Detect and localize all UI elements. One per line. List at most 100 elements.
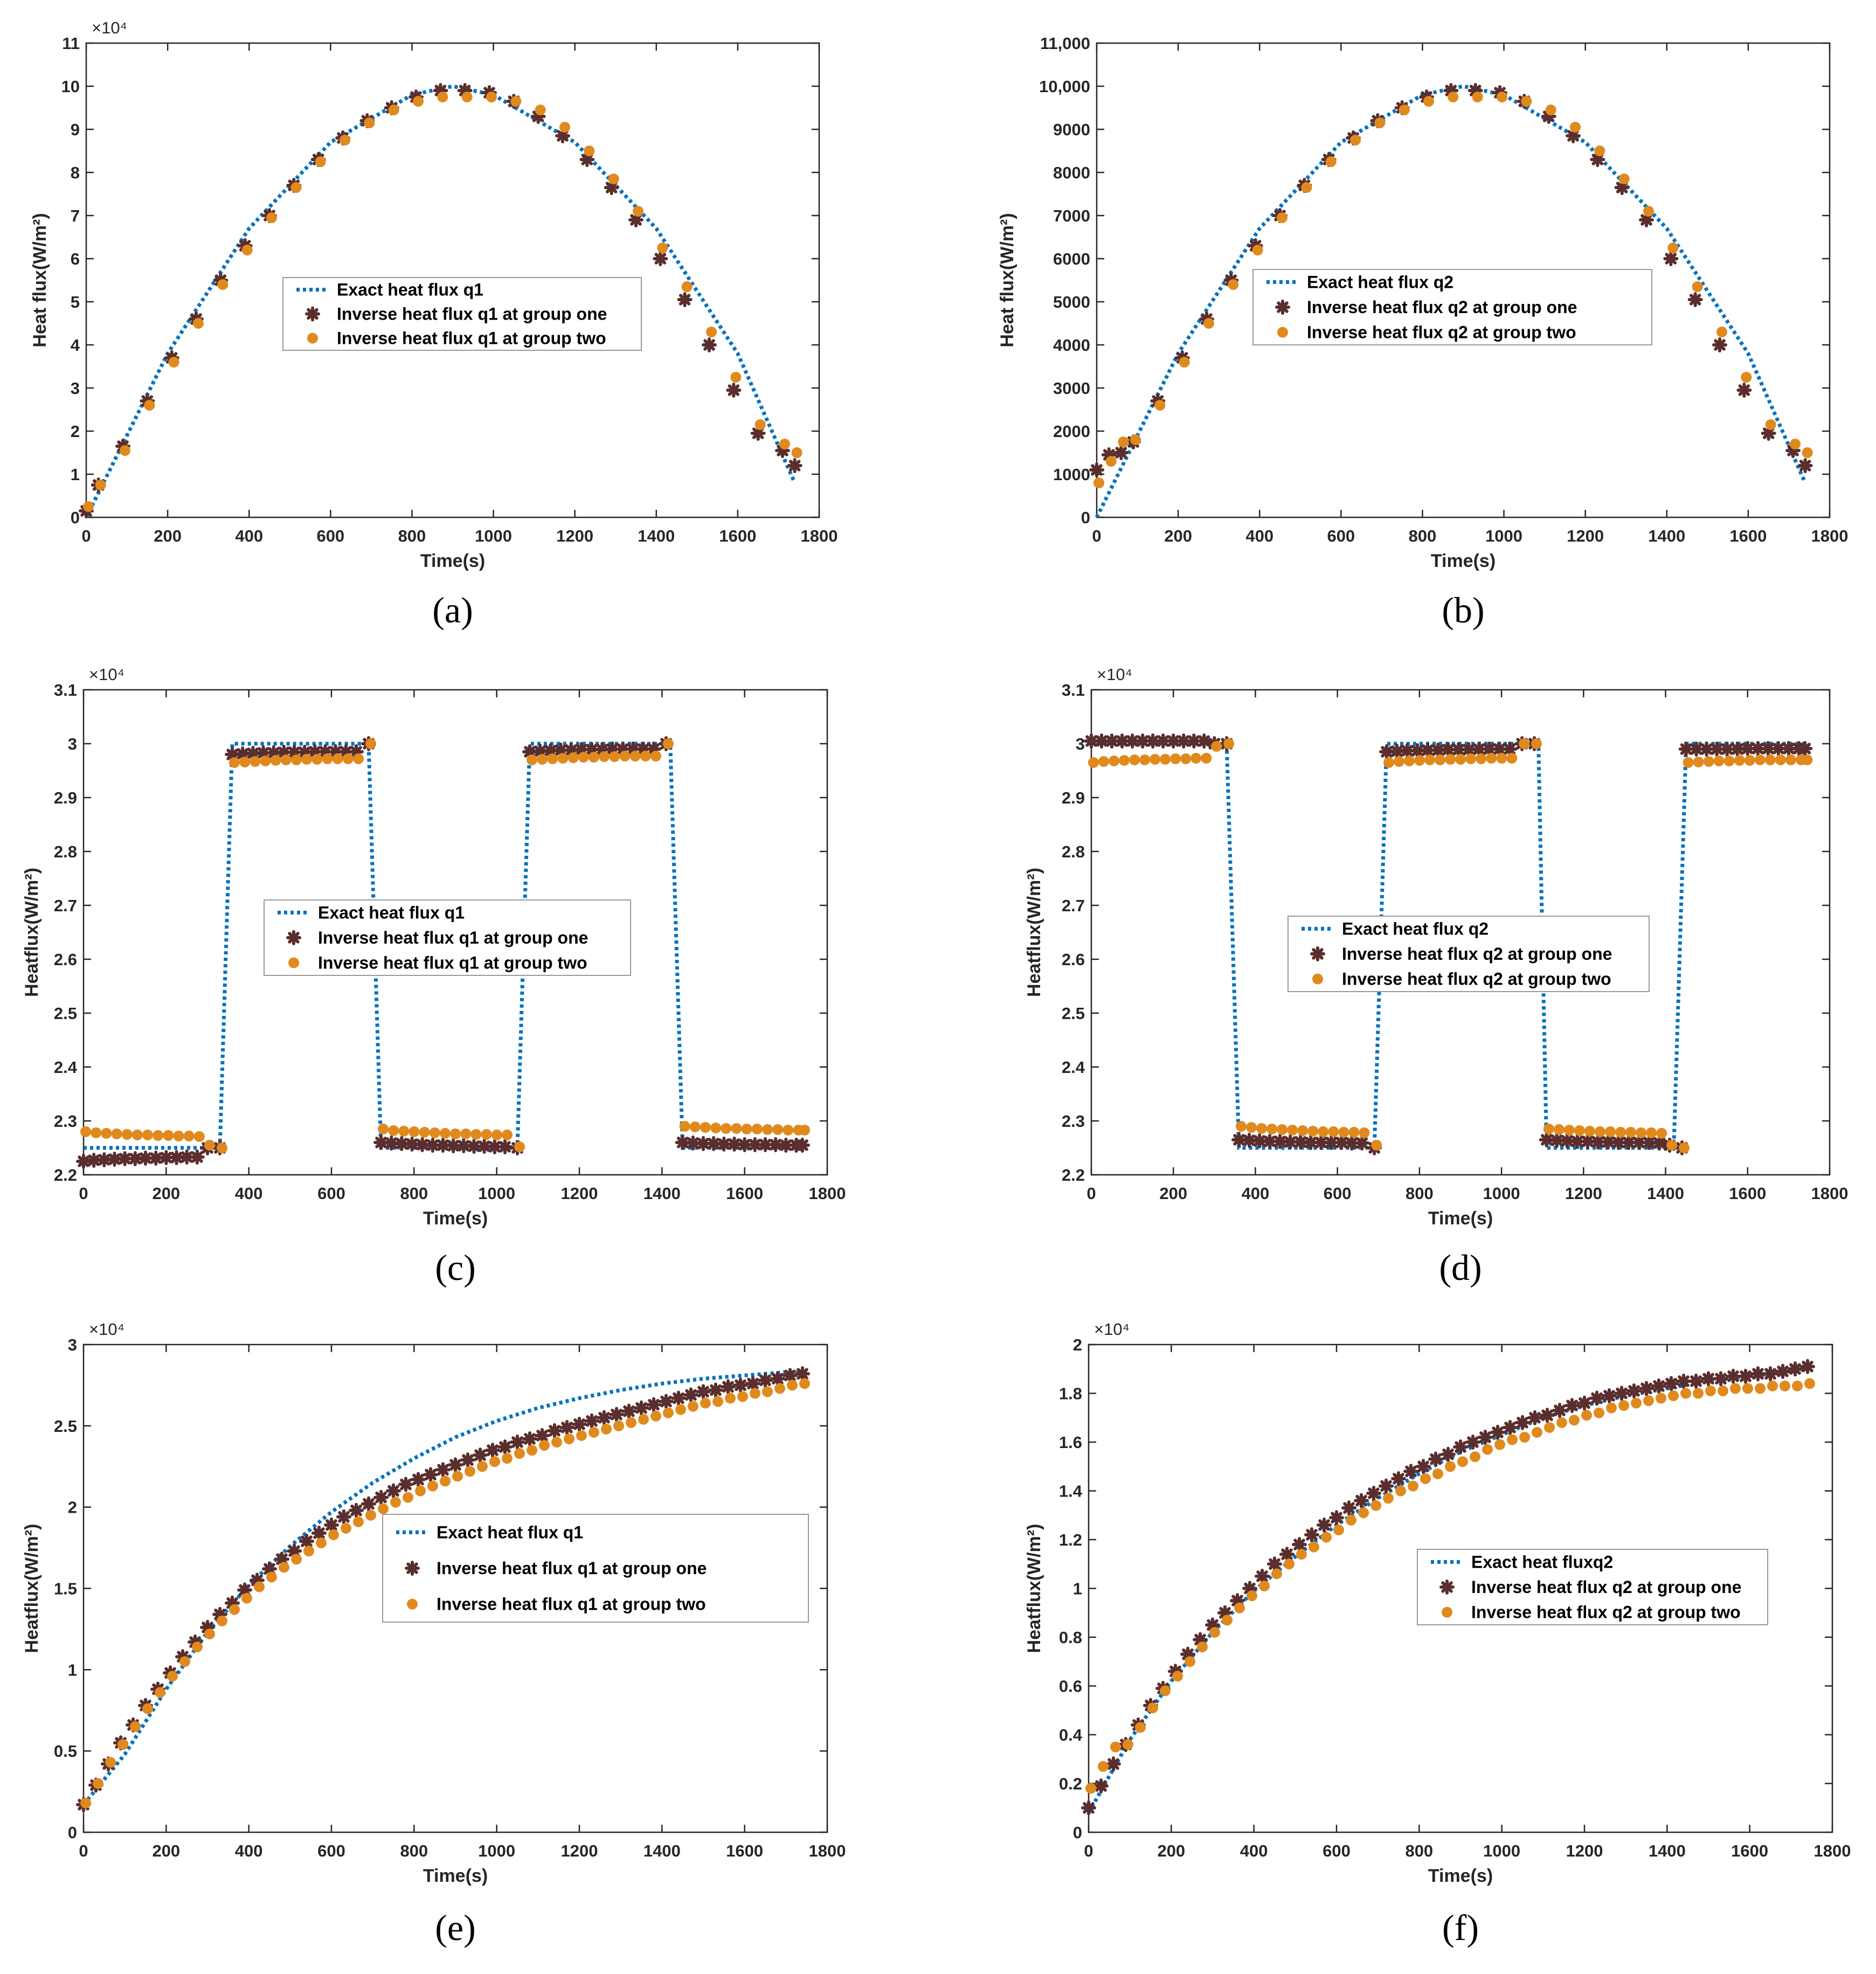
group-one-point: [1093, 1778, 1109, 1794]
group-one-point: [1699, 742, 1714, 757]
group-two-point: [204, 1628, 215, 1639]
group-one-point: [1639, 1381, 1654, 1396]
legend-group-one-swatch: [1310, 946, 1325, 961]
group-two-point: [440, 1476, 451, 1487]
chart-panel-4: 0 200 400 600 800 1000 1200 1400 1600 1800 2.2 2.3 2…: [1024, 665, 1848, 1288]
group-two-point: [1741, 372, 1752, 383]
group-two-point: [1543, 1124, 1554, 1134]
group-two-point: [1716, 327, 1727, 337]
exact-line: [84, 742, 802, 1150]
y-tick-label: 2: [1073, 1335, 1082, 1354]
x-axis-label: Time(s): [423, 1208, 488, 1229]
group-two-point: [1222, 1615, 1233, 1626]
group-two-point: [1119, 755, 1130, 766]
group-one-point: [1231, 1132, 1247, 1147]
legend-entry: Inverse heat flux q1 at group two: [318, 953, 587, 973]
group-two-point: [229, 757, 240, 768]
group-two-point: [290, 182, 302, 193]
legend-entry: Inverse heat flux q2 at group two: [1307, 323, 1576, 342]
group-one-point: [1688, 1373, 1704, 1389]
group-two-point: [1594, 1407, 1604, 1418]
legend-entry: Exact heat flux q1: [318, 903, 465, 922]
group-one-point: [497, 1439, 513, 1455]
x-tick-label: 1800: [1811, 527, 1849, 545]
group-two-point: [105, 1757, 116, 1768]
y-tick-label: 7: [71, 206, 80, 225]
y-exponent-label: ×10⁴: [1094, 1320, 1130, 1339]
group-two-point: [477, 1461, 488, 1472]
group-one-point: [671, 1390, 686, 1406]
group-two-point: [1321, 1532, 1332, 1543]
group-two-point: [1129, 754, 1140, 765]
series-3: [1085, 1378, 1815, 1794]
group-two-point: [527, 1445, 537, 1456]
x-tick-label: 400: [1242, 1184, 1270, 1203]
group-two-point: [83, 501, 94, 512]
group-two-point: [1259, 1580, 1270, 1591]
group-two-point: [1584, 1126, 1595, 1137]
group-one-point: [1482, 742, 1497, 757]
group-two-point: [142, 1703, 153, 1714]
group-two-point: [353, 1516, 364, 1527]
group-two-point: [301, 754, 313, 765]
group-one-point: [1303, 1135, 1319, 1150]
group-two-point: [1395, 1485, 1406, 1497]
group-two-point: [650, 751, 661, 761]
group-two-point: [589, 1426, 599, 1438]
chart-panel-2: 0 200 400 600 800 1000 1200 1400 1600 1800 0 1000 20…: [997, 34, 1848, 631]
group-two-point: [1105, 456, 1117, 467]
group-two-point: [241, 1592, 252, 1604]
y-tick-label: 2: [71, 422, 80, 441]
group-one-point: [795, 1366, 810, 1382]
group-one-point: [1577, 1395, 1592, 1411]
group-one-point: [423, 1467, 438, 1483]
group-two-point: [737, 1391, 748, 1402]
group-one-point: [1626, 1383, 1642, 1398]
group-two-point: [465, 1466, 475, 1477]
legend-group-two-swatch: [407, 1598, 418, 1610]
y-tick-label: 10: [61, 77, 80, 96]
group-one-point: [547, 1423, 562, 1438]
x-tick-label: 800: [1405, 1841, 1433, 1860]
y-tick-label: 2.2: [1062, 1166, 1085, 1185]
group-two-point: [1445, 1461, 1456, 1472]
group-two-point: [204, 1140, 215, 1151]
group-two-point: [342, 753, 354, 764]
group-two-point: [1318, 1126, 1329, 1137]
group-two-point: [1519, 1431, 1530, 1443]
legend: Exact heat flux q1 Inverse heat flux q1 a…: [382, 1514, 809, 1623]
group-two-point: [378, 1503, 389, 1514]
legend: Exact heat fluxq2 Inverse heat flux q2 at…: [1417, 1549, 1768, 1625]
x-axis-label: Time(s): [1428, 1208, 1493, 1229]
x-tick-label: 0: [79, 1841, 88, 1860]
group-two-point: [1423, 96, 1434, 107]
group-one-point: [1515, 1415, 1530, 1430]
group-two-point: [93, 1778, 103, 1789]
group-two-point: [663, 738, 674, 749]
group-two-point: [378, 1124, 389, 1134]
group-one-point: [1252, 1133, 1268, 1148]
group-two-point: [1531, 738, 1542, 749]
group-two-point: [1693, 1388, 1704, 1399]
group-one-point: [411, 1472, 426, 1487]
group-one-point: [522, 1431, 537, 1446]
group-one-point: [373, 1490, 389, 1505]
y-tick-label: 2.2: [54, 1166, 77, 1185]
group-two-point: [1211, 741, 1222, 752]
group-two-point: [564, 1433, 574, 1444]
y-tick-label: 2000: [1053, 422, 1090, 441]
x-tick-label: 1400: [643, 1841, 681, 1860]
group-one-point: [1797, 458, 1813, 473]
group-one-point: [1230, 1593, 1245, 1609]
group-two-point: [1358, 1507, 1369, 1519]
group-two-point: [1135, 1722, 1146, 1733]
group-two-point: [452, 1471, 463, 1482]
group-two-point: [117, 1739, 128, 1750]
group-two-point: [415, 1485, 426, 1497]
group-two-point: [80, 1126, 91, 1137]
y-tick-label: 2.6: [1062, 950, 1085, 969]
y-axis-label: Heatflux(W/m²): [22, 868, 42, 997]
group-one-point: [787, 458, 802, 473]
group-one-point: [1642, 1135, 1657, 1150]
group-two-point: [725, 1393, 736, 1404]
